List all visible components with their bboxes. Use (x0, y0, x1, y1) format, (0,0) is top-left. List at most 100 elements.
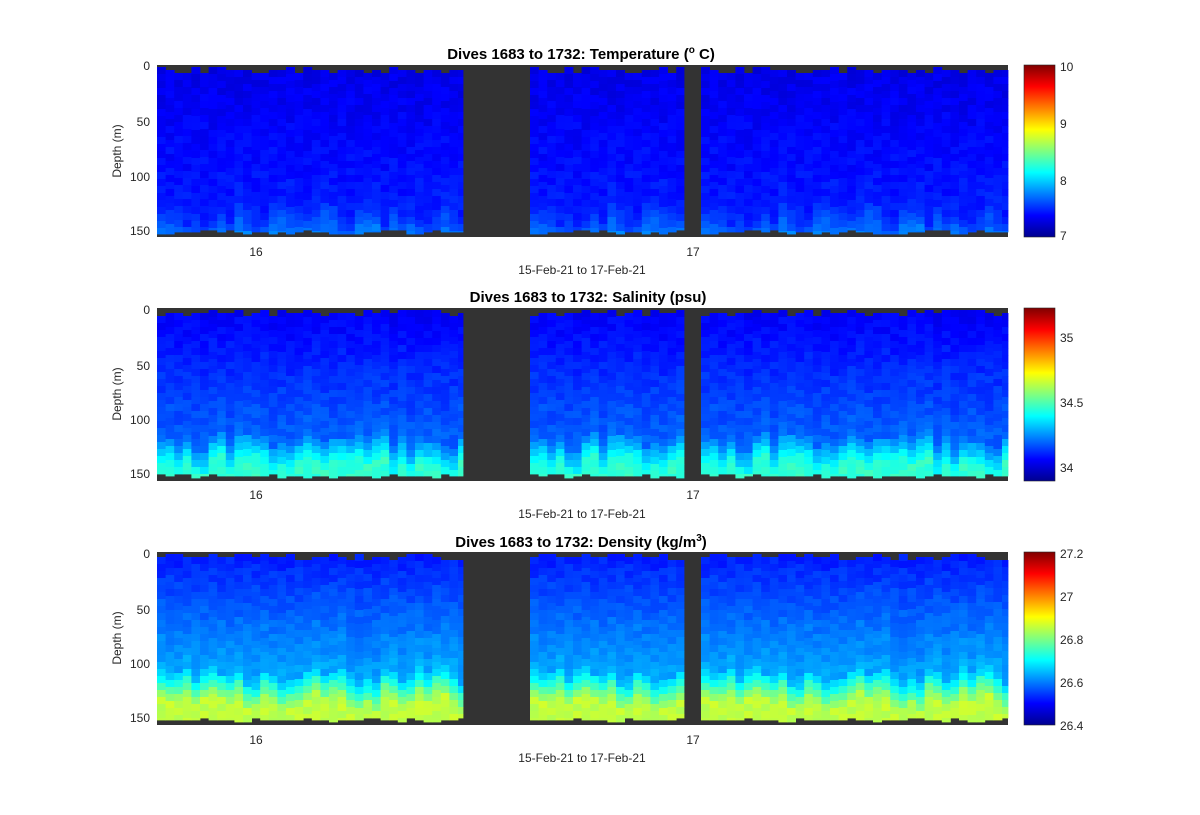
heatmap-cell (701, 158, 710, 166)
y-tick-label: 150 (130, 224, 150, 238)
heatmap-cell (778, 394, 788, 402)
heatmap-cell (667, 192, 677, 200)
heatmap-cell (406, 182, 416, 190)
heatmap-cell (898, 154, 908, 162)
heatmap-cell (268, 344, 278, 352)
heatmap-cell (821, 189, 831, 197)
heatmap-cell (735, 397, 745, 405)
heatmap-cell (251, 711, 261, 719)
heatmap-cell (864, 98, 874, 106)
heatmap-cell (761, 404, 771, 412)
heatmap-cell (976, 203, 986, 211)
heatmap-cell (415, 471, 424, 477)
heatmap-cell (217, 109, 227, 117)
heatmap-cell (380, 641, 390, 649)
heatmap-cell (633, 129, 643, 137)
heatmap-cell (787, 105, 796, 113)
heatmap-cell (761, 165, 771, 173)
heatmap-cell (726, 150, 736, 158)
heatmap-cell (624, 383, 634, 391)
heatmap-cell (389, 560, 399, 568)
heatmap-cell (294, 313, 304, 321)
heatmap-cell (744, 460, 753, 468)
heatmap-cell (277, 592, 287, 600)
heatmap-cell (157, 620, 166, 628)
heatmap-cell (967, 317, 977, 325)
heatmap-cell (959, 394, 968, 402)
heatmap-cell (898, 133, 908, 141)
heatmap-cell (744, 383, 753, 391)
heatmap-cell (251, 383, 261, 391)
heatmap-cell (260, 171, 270, 179)
heatmap-cell (337, 655, 347, 663)
heatmap-cell (397, 352, 407, 360)
heatmap-cell (389, 165, 399, 173)
heatmap-cell (191, 711, 201, 719)
heatmap-cell (432, 133, 442, 141)
heatmap-cell (726, 344, 736, 352)
heatmap-cell (251, 432, 261, 440)
heatmap-cell (538, 203, 548, 211)
heatmap-cell (200, 704, 209, 712)
heatmap-cell (838, 220, 848, 228)
heatmap-cell (440, 348, 450, 356)
heatmap-cell (397, 464, 407, 472)
heatmap-cell (547, 199, 557, 207)
heatmap-cell (624, 192, 634, 200)
heatmap-cell (1002, 133, 1009, 141)
heatmap-cell (260, 687, 270, 695)
heatmap-cell (633, 394, 643, 402)
heatmap-cell (311, 599, 321, 607)
heatmap-cell (624, 171, 634, 179)
heatmap-cell (380, 627, 390, 635)
heatmap-cell (174, 383, 184, 391)
heatmap-cell (294, 595, 304, 603)
heatmap-cell (1002, 418, 1009, 426)
heatmap-cell (898, 161, 908, 169)
heatmap-cell (530, 407, 539, 415)
heatmap-cell (225, 341, 235, 349)
heatmap-cell (423, 231, 433, 233)
heatmap-cell (208, 687, 218, 695)
heatmap-cell (234, 317, 244, 325)
heatmap-cell (564, 467, 574, 475)
heatmap-cell (260, 87, 270, 95)
heatmap-cell (165, 355, 175, 363)
heatmap-cell (397, 168, 407, 176)
heatmap-cell (303, 714, 313, 719)
heatmap-cell (709, 418, 719, 426)
heatmap-cell (225, 425, 235, 433)
heatmap-cell (354, 175, 364, 183)
heatmap-cell (812, 323, 822, 331)
heatmap-cell (311, 390, 321, 398)
heatmap-cell (174, 418, 184, 426)
heatmap-cell (633, 366, 643, 374)
heatmap-cell (959, 178, 968, 186)
heatmap-cell (320, 224, 330, 232)
heatmap-cell (641, 365, 651, 373)
heatmap-cell (607, 331, 617, 339)
heatmap-cell (709, 231, 719, 235)
heatmap-cell (890, 112, 900, 120)
heatmap-cell (967, 77, 977, 85)
heatmap-cell (761, 439, 771, 447)
heatmap-cell (458, 313, 464, 321)
heatmap-cell (864, 358, 874, 366)
heatmap-cell (778, 401, 788, 409)
heatmap-cell (976, 429, 986, 437)
heatmap-cell (337, 432, 347, 440)
heatmap-cell (191, 200, 201, 208)
heatmap-cell (320, 718, 330, 721)
heatmap-cell (555, 192, 565, 200)
heatmap-cell (354, 351, 364, 359)
heatmap-cell (855, 224, 865, 232)
heatmap-cell (311, 711, 321, 719)
heatmap-cell (821, 154, 831, 162)
heatmap-cell (260, 680, 270, 688)
heatmap-cell (243, 133, 252, 141)
heatmap-cell (744, 432, 753, 440)
heatmap-cell (701, 144, 710, 152)
heatmap-cell (778, 310, 788, 318)
heatmap-cell (423, 394, 433, 402)
heatmap-cell (976, 436, 986, 444)
